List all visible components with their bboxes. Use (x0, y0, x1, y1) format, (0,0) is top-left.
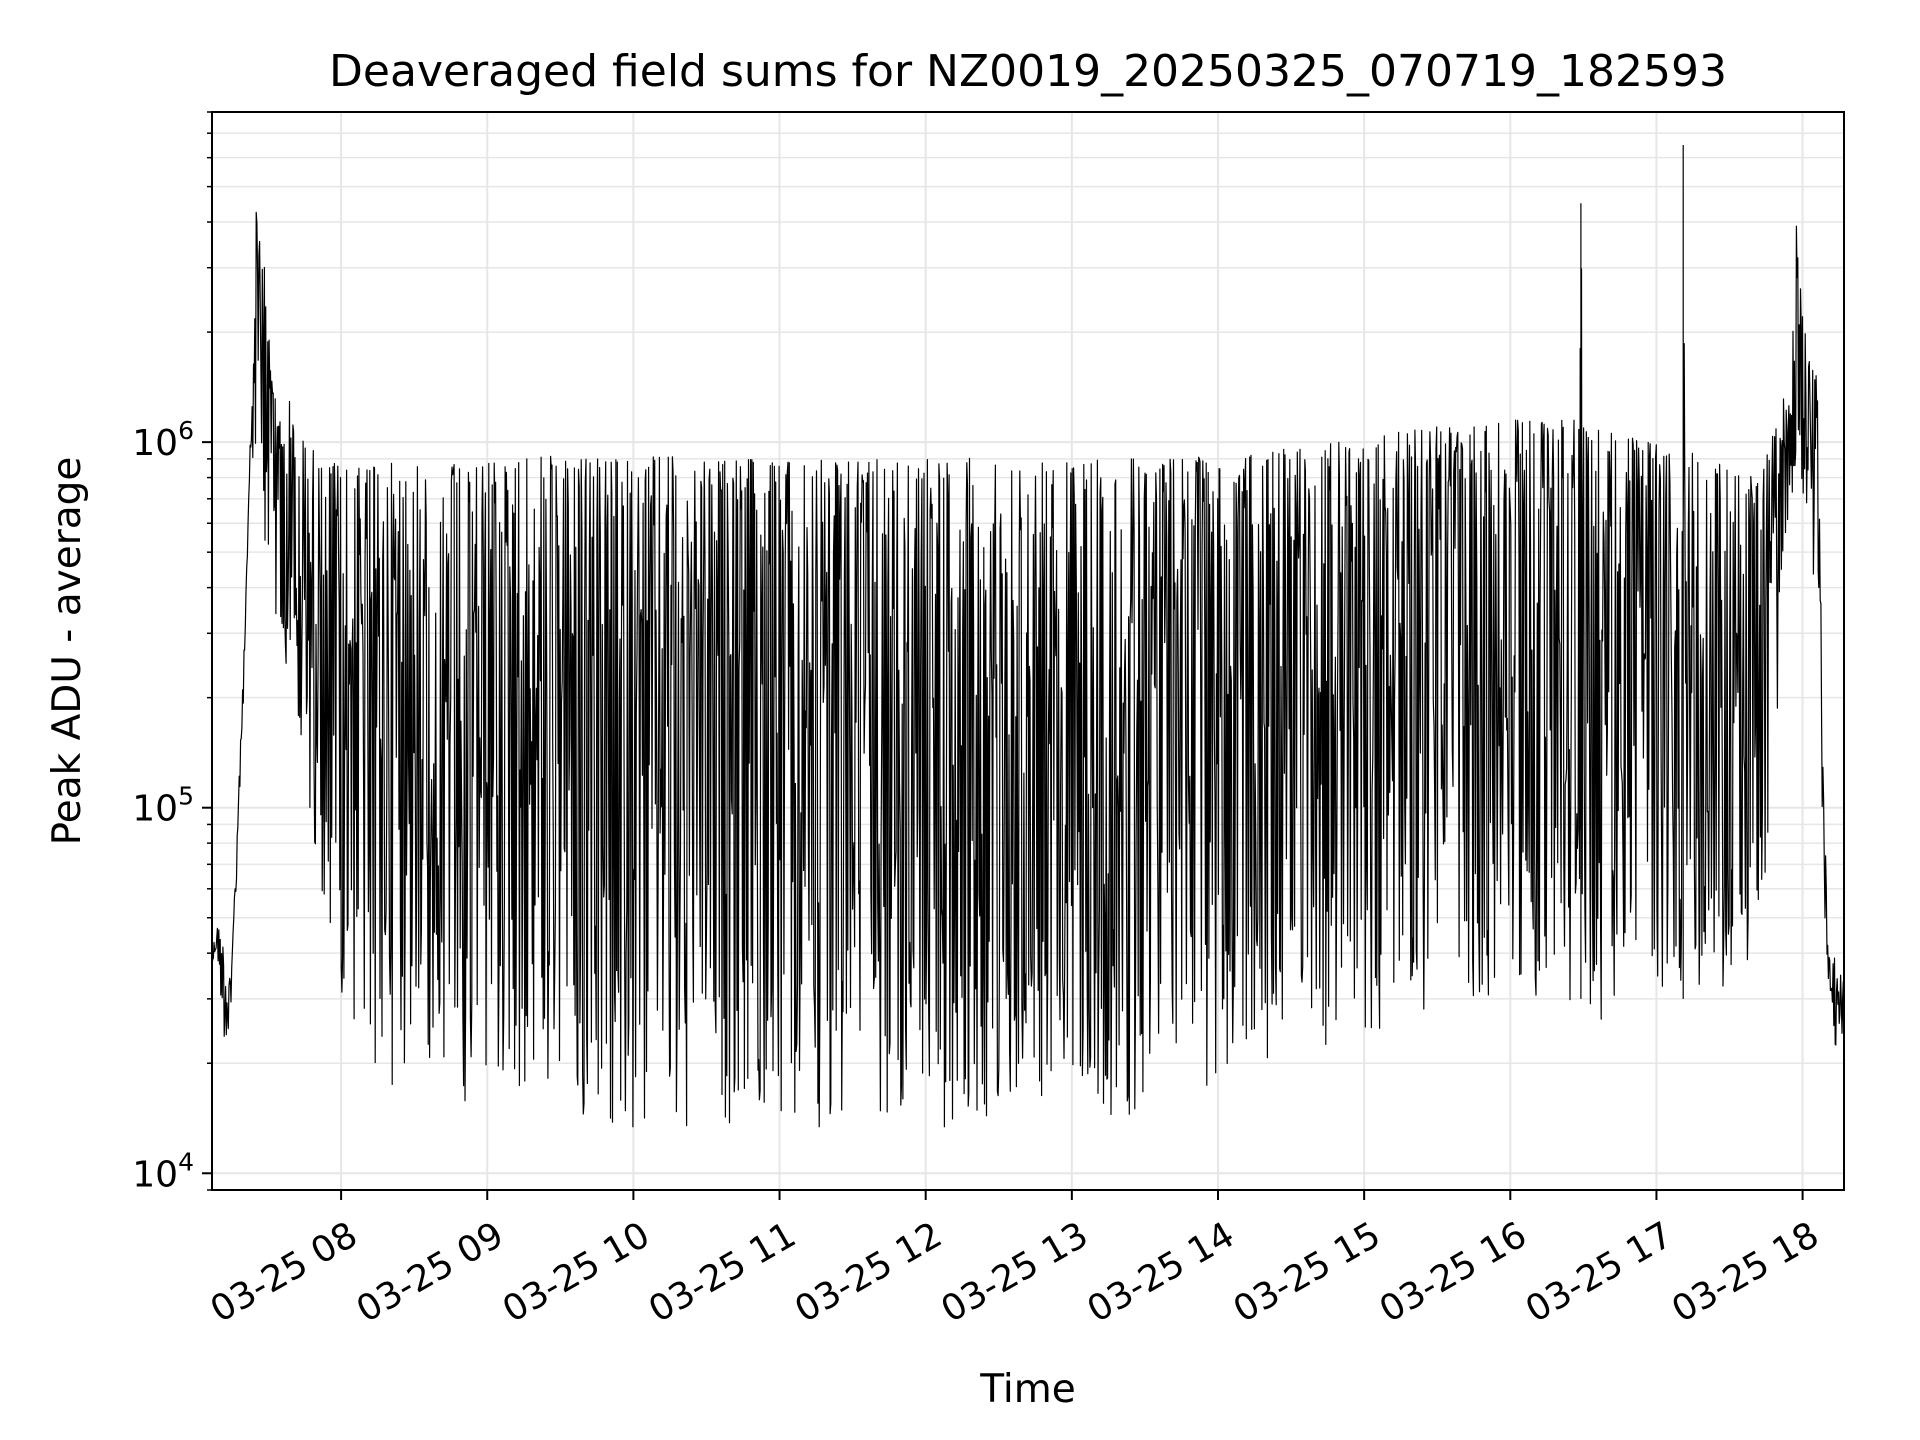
plot-frame (211, 111, 1845, 1191)
y-tick-label: 106 (132, 416, 194, 464)
x-axis-label: Time (979, 1367, 1075, 1412)
y-axis-label: Peak ADU - average (45, 457, 90, 846)
series-line (211, 145, 1845, 1128)
y-tick-label: 104 (132, 1147, 194, 1195)
y-tick-label: 105 (132, 782, 194, 830)
chart-title: Deaveraged field sums for NZ0019_2025032… (329, 46, 1727, 97)
data-series (211, 145, 1845, 1128)
